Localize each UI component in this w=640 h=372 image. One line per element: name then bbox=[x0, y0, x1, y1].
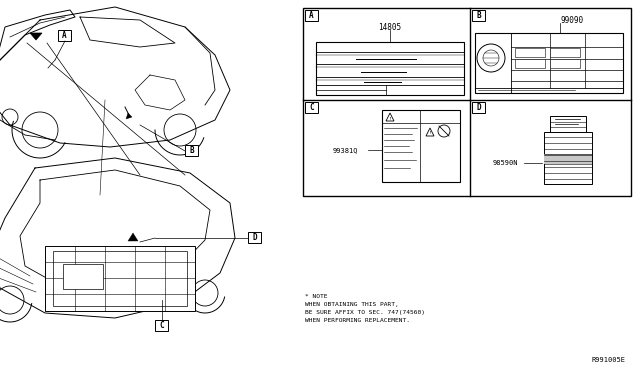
Bar bbox=[303, 8, 631, 196]
Bar bbox=[305, 10, 318, 21]
Text: 14805: 14805 bbox=[378, 22, 401, 32]
Bar bbox=[316, 42, 464, 95]
Text: !: ! bbox=[388, 116, 391, 121]
Bar bbox=[472, 10, 485, 21]
Polygon shape bbox=[126, 113, 132, 119]
Bar bbox=[550, 59, 580, 68]
Bar bbox=[382, 110, 460, 182]
Bar bbox=[544, 132, 592, 184]
Text: R991005E: R991005E bbox=[591, 357, 625, 363]
Bar bbox=[155, 320, 168, 331]
Bar bbox=[550, 116, 586, 132]
Text: A: A bbox=[62, 31, 67, 40]
Text: 98590N: 98590N bbox=[492, 160, 518, 166]
Bar bbox=[472, 102, 485, 113]
Text: B: B bbox=[189, 146, 194, 155]
Text: * NOTE: * NOTE bbox=[305, 294, 328, 299]
Bar bbox=[544, 154, 592, 164]
Text: WHEN PERFORMING REPLACEMENT.: WHEN PERFORMING REPLACEMENT. bbox=[305, 318, 410, 323]
Bar bbox=[305, 102, 318, 113]
Text: 99090: 99090 bbox=[561, 16, 584, 25]
Text: D: D bbox=[476, 103, 481, 112]
Bar bbox=[58, 30, 71, 41]
Text: WHEN OBTAINING THIS PART,: WHEN OBTAINING THIS PART, bbox=[305, 302, 399, 307]
Text: C: C bbox=[159, 321, 164, 330]
Bar bbox=[550, 48, 580, 57]
Text: BE SURE AFFIX TO SEC. 747(74560): BE SURE AFFIX TO SEC. 747(74560) bbox=[305, 310, 425, 315]
Text: C: C bbox=[309, 103, 314, 112]
Text: !: ! bbox=[429, 131, 431, 135]
Bar bbox=[185, 145, 198, 156]
Bar bbox=[515, 48, 545, 57]
Polygon shape bbox=[30, 33, 42, 40]
Bar bbox=[248, 232, 261, 243]
Text: B: B bbox=[476, 11, 481, 20]
Bar bbox=[475, 33, 623, 93]
Bar bbox=[45, 246, 195, 311]
Bar bbox=[515, 59, 545, 68]
Polygon shape bbox=[128, 233, 138, 241]
Bar bbox=[63, 264, 103, 289]
Text: D: D bbox=[252, 233, 257, 242]
Text: 99381Q: 99381Q bbox=[332, 147, 358, 153]
Text: A: A bbox=[309, 11, 314, 20]
Bar bbox=[53, 251, 187, 306]
